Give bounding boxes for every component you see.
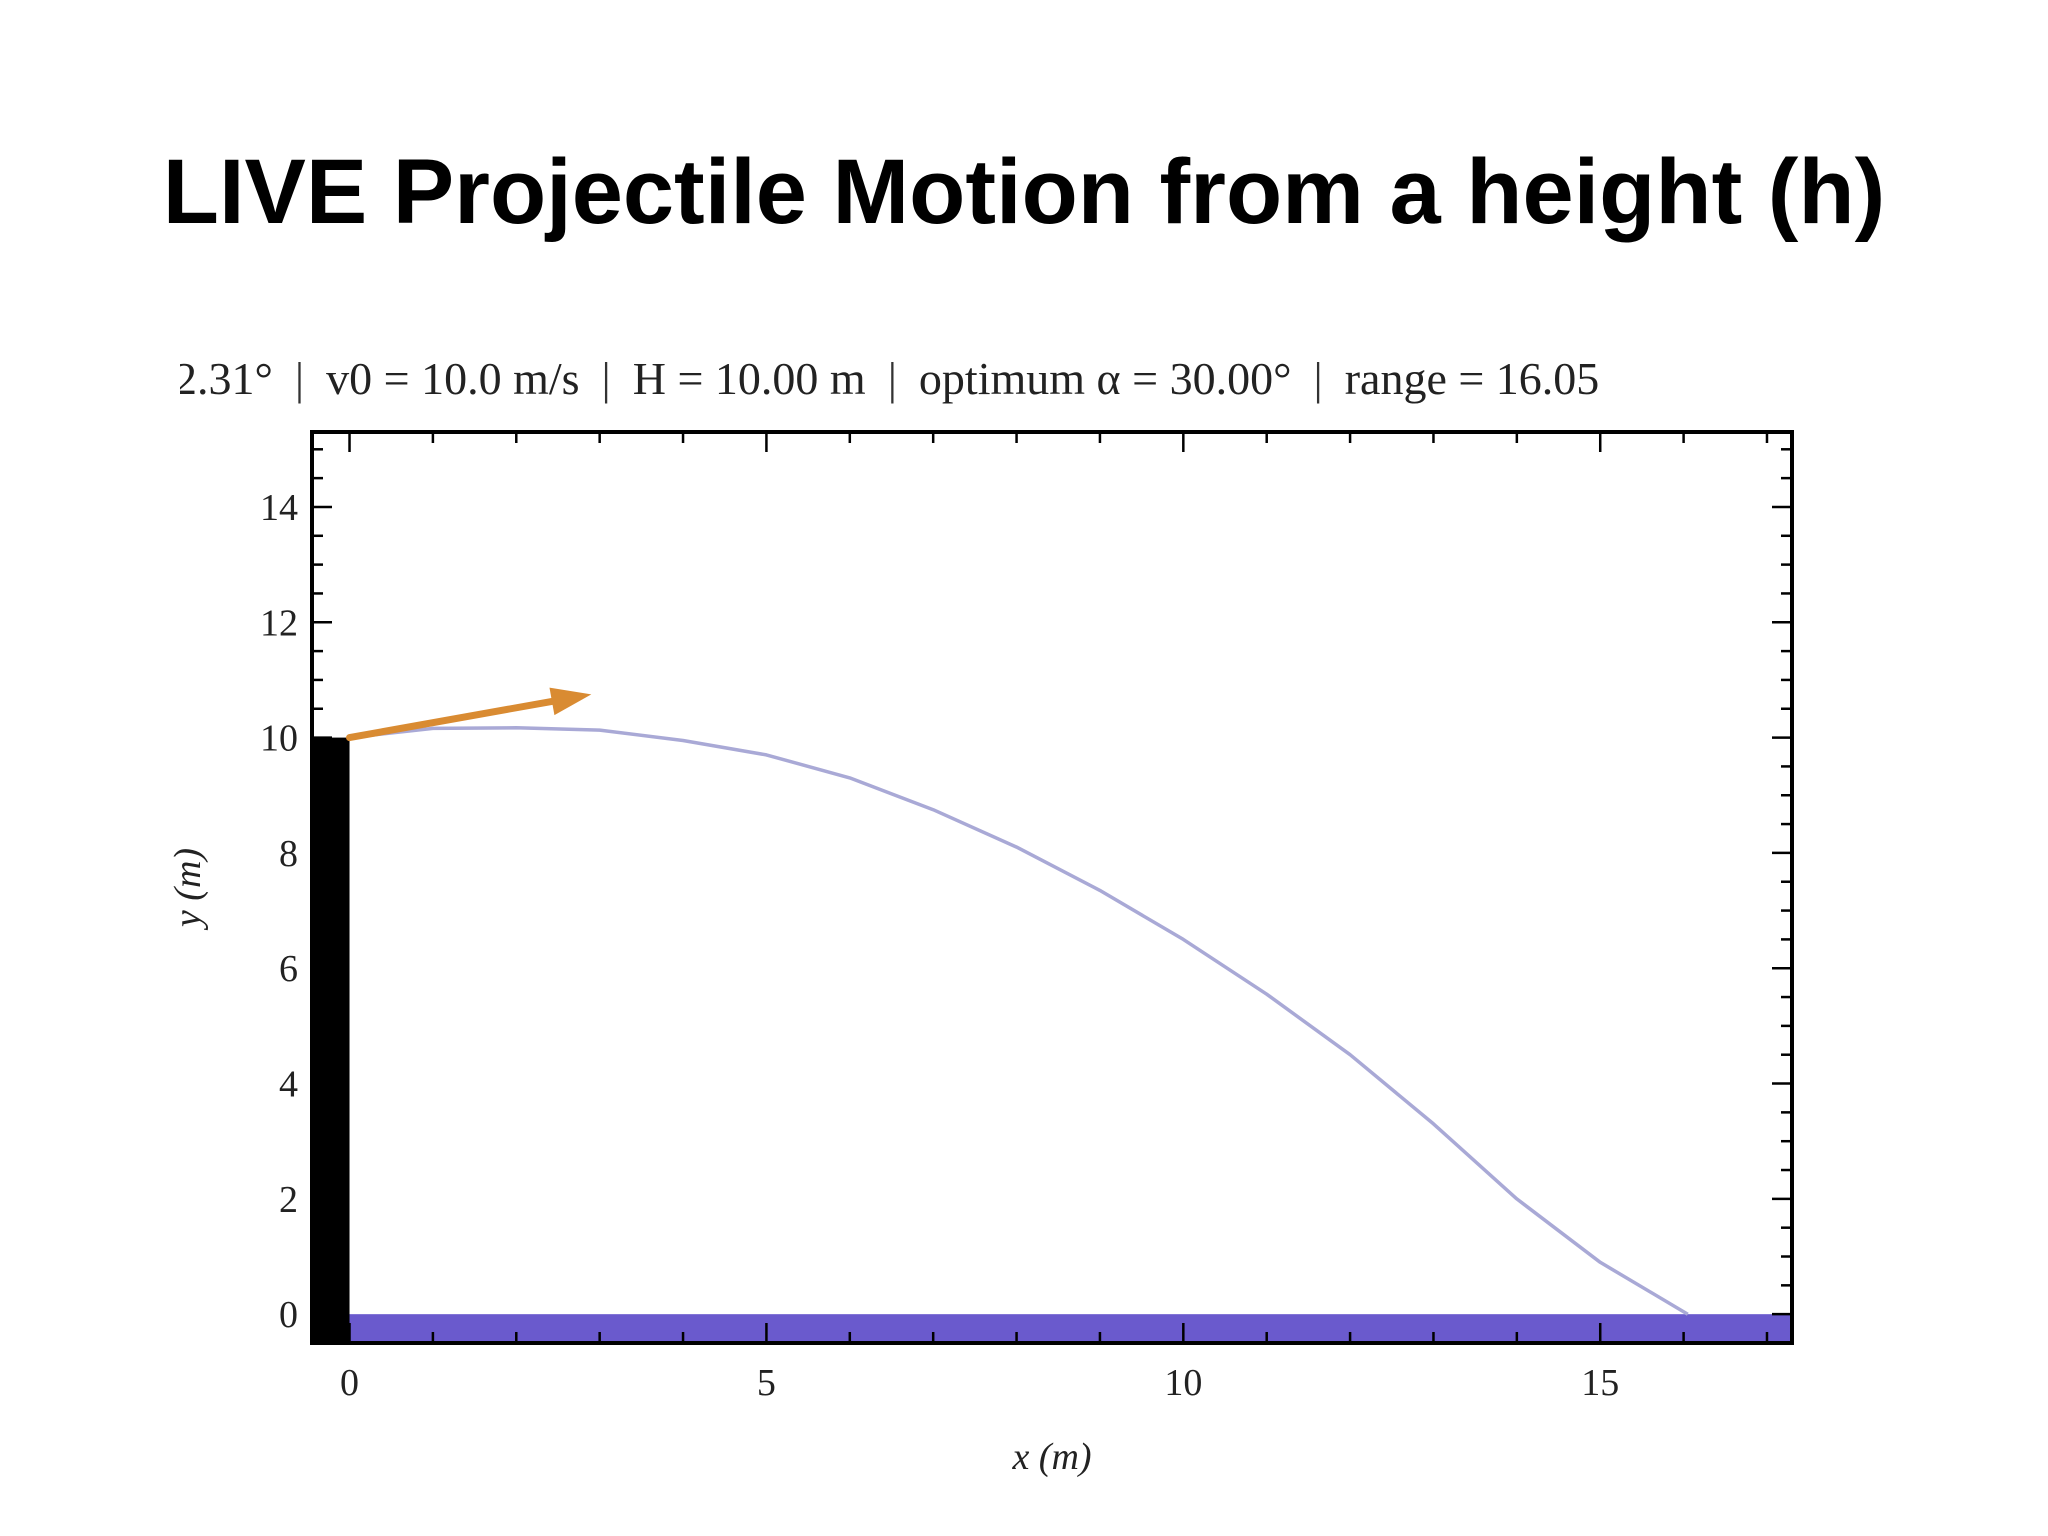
plot-frame [310,430,1794,1345]
x-tick-label: 15 [1581,1362,1619,1404]
height-readout: H = 10.00 m [632,353,866,404]
parameter-readout: 2.31° | v0 = 10.0 m/s | H = 10.00 m | optimum … [180,352,1930,422]
y-tick-label: 10 [260,718,298,760]
launch-tower [312,737,350,1343]
velocity-arrow-head [549,687,592,716]
separator: | [294,353,305,404]
optimum-angle-readout: optimum α = 30.00° [918,353,1292,404]
separator: | [887,353,897,404]
slide-title: LIVE Projectile Motion from a height (h) [162,141,1886,243]
launch-angle-readout: 2.31° [180,353,273,404]
ground-strip [312,1314,1792,1343]
y-tick-label: 4 [279,1064,298,1106]
separator: | [1313,353,1323,404]
y-tick-label: 8 [279,833,298,875]
y-axis-label: y (m) [167,848,209,931]
y-tick-label: 6 [279,948,298,990]
velocity-arrow-shaft [346,697,556,742]
y-tick-label: 14 [260,487,298,529]
v0-readout: v0 = 10.0 m/s [326,353,580,404]
trajectory-curve [349,726,1689,1316]
separator: | [601,353,611,404]
x-tick-label: 0 [340,1362,359,1404]
x-axis-label: x (m) [1011,1436,1091,1478]
y-tick-label: 0 [279,1294,298,1336]
y-tick-label: 12 [260,602,298,644]
range-readout: range = 16.05 [1344,353,1600,404]
y-tick-label: 2 [279,1179,298,1221]
x-tick-label: 10 [1164,1362,1202,1404]
x-tick-label: 5 [757,1362,776,1404]
